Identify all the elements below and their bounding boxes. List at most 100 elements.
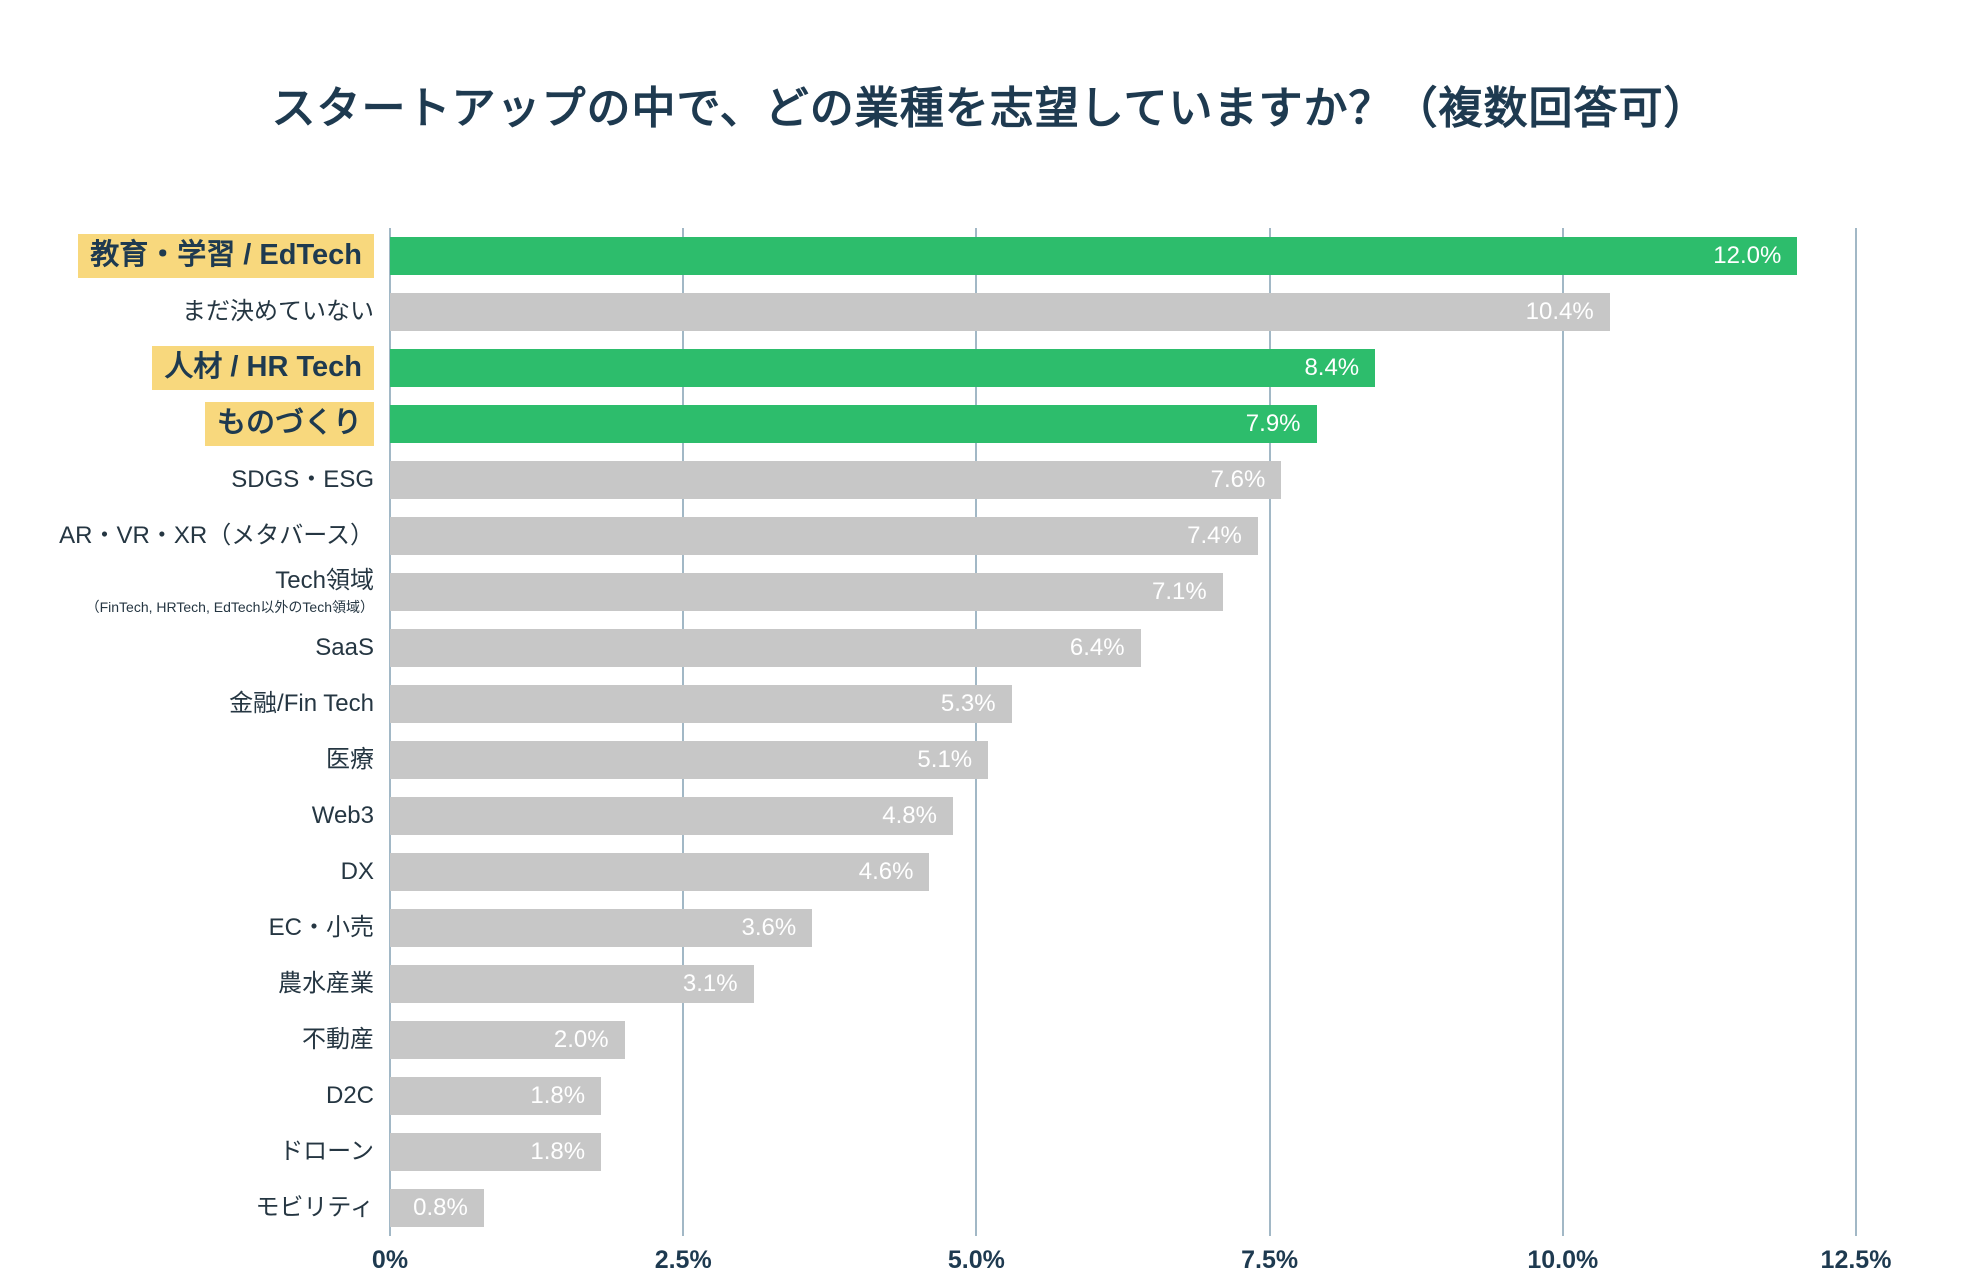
bar-value-label: 12.0% — [1713, 242, 1782, 269]
bar-row: 1.8% — [390, 1124, 1856, 1180]
x-axis-tick-label: 0% — [371, 1246, 409, 1274]
bar-value-label: 1.8% — [530, 1138, 586, 1165]
bar: 5.3% — [390, 685, 1012, 723]
category-label: まだ決めていない — [182, 298, 374, 326]
bar: 0.8% — [390, 1189, 484, 1227]
category-label-row: 教育・学習 / EdTech — [26, 228, 390, 284]
bar-row: 3.1% — [390, 956, 1856, 1012]
bar-value-label: 5.1% — [917, 746, 973, 773]
bar: 4.8% — [390, 797, 953, 835]
bar-row: 4.6% — [390, 844, 1856, 900]
bar: 1.8% — [390, 1077, 602, 1115]
category-label-highlighted: 人材 / HR Tech — [152, 346, 374, 390]
category-label: Web3 — [311, 802, 374, 830]
category-label-row: SDGS・ESG — [26, 452, 390, 508]
bar-value-label: 4.6% — [858, 858, 914, 885]
bar-row: 3.6% — [390, 900, 1856, 956]
category-label-row: ものづくり — [26, 396, 390, 452]
category-label: ドローン — [279, 1138, 374, 1166]
x-axis-tick-label: 12.5% — [1820, 1246, 1892, 1274]
category-label-row: Tech領域 （FinTech, HRTech, EdTech以外のTech領域） — [26, 564, 390, 620]
category-label-row: DX — [26, 844, 390, 900]
bar-row: 4.8% — [390, 788, 1856, 844]
bar: 3.6% — [390, 909, 813, 947]
category-label: AR・VR・XR（メタバース） — [59, 522, 374, 550]
x-axis-tick-label: 10.0% — [1527, 1246, 1599, 1274]
category-label: 金融/Fin Tech — [229, 690, 374, 718]
bar-row: 5.3% — [390, 676, 1856, 732]
bar-value-label: 4.8% — [882, 802, 937, 829]
bar-row: 1.8% — [390, 1068, 1856, 1124]
bar-highlighted: 7.9% — [390, 405, 1317, 443]
bar-row: 5.1% — [390, 732, 1856, 788]
bar: 10.4% — [390, 293, 1610, 331]
bar: 1.8% — [390, 1133, 602, 1171]
category-label: SDGS・ESG — [231, 466, 374, 494]
bar-value-label: 2.0% — [553, 1026, 609, 1053]
category-label-row: SaaS — [26, 620, 390, 676]
bars-area: 12.0% 10.4% 8.4% 7.9% 7.6% 7.4% 7.1% 6.4% 5.3% 5.… — [390, 228, 1856, 1236]
bar-row: 2.0% — [390, 1012, 1856, 1068]
bar: 4.6% — [390, 853, 930, 891]
category-label: D2C — [325, 1082, 374, 1110]
bar-value-label: 3.6% — [741, 914, 797, 941]
bar-value-label: 7.1% — [1151, 578, 1207, 605]
bar-row: 7.1% — [390, 564, 1856, 620]
bar-highlighted: 12.0% — [390, 237, 1798, 275]
category-label-row: モビリティ — [26, 1180, 390, 1236]
category-label-row: AR・VR・XR（メタバース） — [26, 508, 390, 564]
category-label-row: ドローン — [26, 1124, 390, 1180]
category-labels-column: 教育・学習 / EdTech まだ決めていない人材 / HR Tech ものづくり S… — [26, 228, 390, 1280]
category-label-row: 医療 — [26, 732, 390, 788]
bar-value-label: 7.4% — [1187, 522, 1242, 549]
plot-area: 12.0% 10.4% 8.4% 7.9% 7.6% 7.4% 7.1% 6.4% 5.3% 5.… — [372, 228, 1892, 1280]
category-label: EC・小売 — [268, 914, 374, 942]
category-label: 農水産業 — [278, 970, 374, 998]
bar: 2.0% — [390, 1021, 625, 1059]
bar-highlighted: 8.4% — [390, 349, 1376, 387]
chart-title: スタートアップの中で、どの業種を志望していますか？（複数回答可） — [271, 84, 1709, 133]
bar-value-label: 6.4% — [1069, 634, 1125, 661]
x-axis-tick-label: 7.5% — [1241, 1246, 1299, 1274]
bar: 7.4% — [390, 517, 1258, 555]
category-label-row: 金融/Fin Tech — [26, 676, 390, 732]
bar-value-label: 7.9% — [1245, 410, 1301, 437]
bar-value-label: 7.6% — [1210, 466, 1266, 493]
bar-row: 8.4% — [390, 340, 1856, 396]
bar-row: 7.9% — [390, 396, 1856, 452]
bar-chart: 教育・学習 / EdTech まだ決めていない人材 / HR Tech ものづくり S… — [26, 228, 1980, 1280]
bar: 6.4% — [390, 629, 1141, 667]
category-label-row: まだ決めていない — [26, 284, 390, 340]
x-axis: 0% 2.5% 5.0% 7.5% 10.0% 12.5% — [372, 1246, 1892, 1280]
bar: 5.1% — [390, 741, 989, 779]
bar-row: 7.6% — [390, 452, 1856, 508]
category-label: モビリティ — [255, 1194, 374, 1222]
x-axis-tick-label: 5.0% — [947, 1246, 1005, 1274]
category-label: 不動産 — [302, 1026, 374, 1054]
bar: 3.1% — [390, 965, 754, 1003]
category-label-row: D2C — [26, 1068, 390, 1124]
category-label: DX — [340, 858, 374, 886]
bar-row: 6.4% — [390, 620, 1856, 676]
category-label-row: Web3 — [26, 788, 390, 844]
bar-value-label: 1.8% — [530, 1082, 586, 1109]
category-label-row: 不動産 — [26, 1012, 390, 1068]
category-label: Tech領域 — [275, 567, 374, 595]
bar-row: 10.4% — [390, 284, 1856, 340]
category-label-row: 農水産業 — [26, 956, 390, 1012]
x-axis-tick-label: 2.5% — [654, 1246, 712, 1274]
bar-value-label: 0.8% — [413, 1194, 468, 1221]
category-label: 医療 — [326, 746, 374, 774]
bar-row: 0.8% — [390, 1180, 1856, 1236]
category-label-highlighted: 教育・学習 / EdTech — [78, 234, 374, 278]
bar-row: 12.0% — [390, 228, 1856, 284]
bar-value-label: 8.4% — [1304, 354, 1360, 381]
bar-value-label: 5.3% — [940, 690, 996, 717]
category-sublabel: （FinTech, HRTech, EdTech以外のTech領域） — [85, 598, 374, 615]
bar-value-label: 3.1% — [682, 970, 738, 997]
category-label-highlighted: ものづくり — [204, 402, 374, 446]
bar-row: 7.4% — [390, 508, 1856, 564]
category-label-row: EC・小売 — [26, 900, 390, 956]
category-label-row: 人材 / HR Tech — [26, 340, 390, 396]
